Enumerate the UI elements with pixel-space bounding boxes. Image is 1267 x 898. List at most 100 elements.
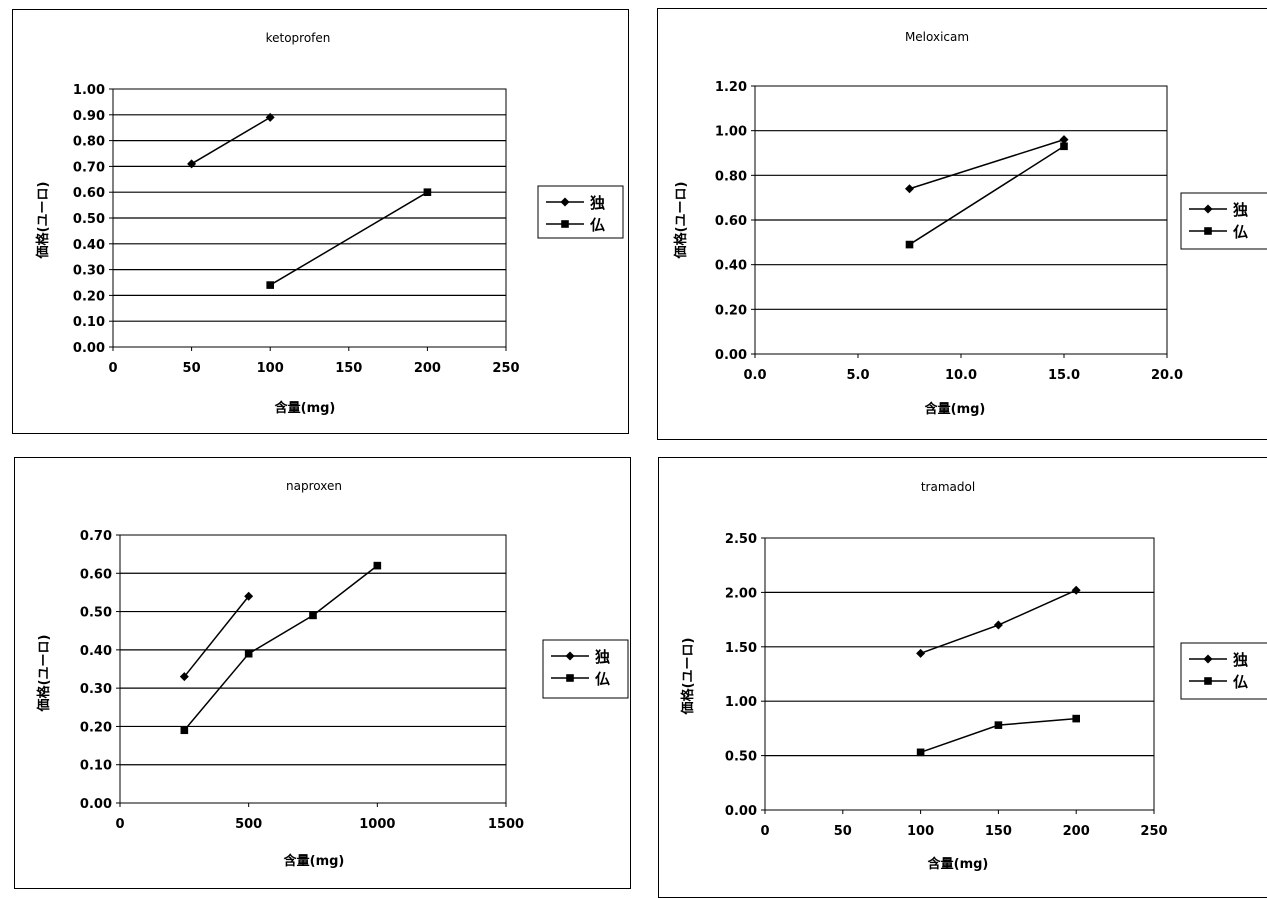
meloxicam-data-point bbox=[1059, 135, 1069, 145]
meloxicam-x-tick-label: 20.0 bbox=[1151, 368, 1183, 383]
tramadol-y-tick-label: 0.50 bbox=[725, 750, 757, 765]
meloxicam-chart-title: Meloxicam bbox=[905, 30, 969, 44]
tramadol-y-tick-label: 0.00 bbox=[725, 804, 757, 819]
naproxen-y-tick-label: 0.40 bbox=[80, 644, 112, 659]
naproxen-data-point bbox=[180, 726, 189, 735]
tramadol-legend-label: 仏 bbox=[1233, 673, 1248, 691]
ketoprofen-y-tick-label: 0.50 bbox=[73, 212, 105, 227]
tramadol-data-point bbox=[1071, 585, 1081, 595]
tramadol-data-point bbox=[994, 721, 1003, 729]
naproxen-y-tick-label: 0.50 bbox=[80, 606, 112, 621]
meloxicam-legend: 独仏 bbox=[1180, 192, 1267, 250]
naproxen-y-axis-label: 価格(ユーロ) bbox=[36, 635, 52, 713]
naproxen-series-line bbox=[183, 595, 250, 678]
ketoprofen-legend-marker bbox=[560, 197, 570, 207]
ketoprofen-series-line bbox=[191, 116, 271, 165]
naproxen-y-tick-label: 0.70 bbox=[80, 529, 112, 544]
meloxicam-series-line bbox=[909, 138, 1065, 190]
naproxen-legend-label: 独 bbox=[595, 648, 610, 666]
meloxicam-y-tick-label: 0.40 bbox=[715, 259, 747, 274]
tramadol-data-point bbox=[993, 620, 1003, 630]
tramadol-x-tick-label: 250 bbox=[1140, 824, 1167, 839]
tramadol-x-tick-label: 50 bbox=[834, 824, 852, 839]
tramadol-data-point bbox=[916, 648, 926, 658]
naproxen-x-tick-label: 500 bbox=[235, 817, 262, 832]
ketoprofen-x-tick-label: 250 bbox=[492, 361, 519, 376]
naproxen-x-tick-label: 1000 bbox=[359, 817, 395, 832]
ketoprofen-x-tick-label: 200 bbox=[414, 361, 441, 376]
ketoprofen-x-tick-label: 0 bbox=[108, 361, 117, 376]
naproxen-x-axis-label: 含量(mg) bbox=[283, 853, 345, 869]
ketoprofen-chart-title: ketoprofen bbox=[266, 31, 331, 45]
ketoprofen-legend: 独仏 bbox=[537, 185, 624, 239]
meloxicam-y-tick-label: 0.80 bbox=[715, 169, 747, 184]
naproxen-legend-marker bbox=[566, 674, 574, 682]
naproxen-legend-marker bbox=[565, 651, 575, 661]
naproxen-y-tick-label: 0.00 bbox=[80, 797, 112, 812]
meloxicam-data-point bbox=[1060, 142, 1068, 151]
naproxen-data-point bbox=[244, 649, 253, 658]
ketoprofen-x-tick-label: 50 bbox=[183, 361, 201, 376]
meloxicam-data-point bbox=[905, 240, 914, 249]
meloxicam-legend-box bbox=[1180, 192, 1267, 250]
ketoprofen-series-fr bbox=[266, 188, 432, 289]
ketoprofen-series-line bbox=[269, 191, 428, 286]
ketoprofen-y-tick-label: 0.90 bbox=[73, 109, 105, 124]
meloxicam-x-tick-label: 15.0 bbox=[1048, 368, 1080, 383]
naproxen-legend: 独仏 bbox=[542, 639, 629, 699]
ketoprofen-y-tick-label: 0.80 bbox=[73, 135, 105, 150]
ketoprofen-y-tick-label: 0.20 bbox=[73, 289, 105, 304]
meloxicam-x-axis-label: 含量(mg) bbox=[924, 401, 986, 417]
meloxicam-y-tick-label: 1.00 bbox=[715, 125, 747, 140]
ketoprofen-x-tick-label: 150 bbox=[335, 361, 362, 376]
naproxen-y-tick-label: 0.30 bbox=[80, 682, 112, 697]
meloxicam-series-line bbox=[909, 145, 1065, 246]
tramadol-chart-svg: tramadol 0.00 0.50 1.00 1.50 2.00 2.50 0 50 100 15… bbox=[680, 480, 1267, 872]
tramadol-legend-label: 独 bbox=[1233, 651, 1248, 669]
naproxen-data-point bbox=[244, 591, 254, 601]
naproxen-series-de bbox=[179, 591, 254, 682]
tramadol-chart-title: tramadol bbox=[921, 480, 975, 494]
meloxicam-legend-marker bbox=[1204, 227, 1212, 235]
tramadol-series-de bbox=[916, 585, 1081, 658]
tramadol-legend-marker bbox=[1204, 677, 1212, 685]
naproxen-y-tick-label: 0.10 bbox=[80, 759, 112, 774]
naproxen-data-point bbox=[373, 561, 382, 570]
meloxicam-series-de bbox=[905, 135, 1069, 194]
meloxicam-y-axis-label: 価格(ユーロ) bbox=[673, 182, 689, 260]
ketoprofen-chart-svg: ketoprofen 0.00 0.10 0.20 0.30 0.40 0.50 0.60 0.… bbox=[35, 31, 624, 416]
ketoprofen-x-axis-label: 含量(mg) bbox=[274, 400, 336, 416]
tramadol-series-fr bbox=[916, 714, 1080, 757]
chart-panel-naproxen: naproxen 0.00 0.10 0.20 0.30 0.40 0.50 0.60 0.70… bbox=[14, 457, 631, 889]
tramadol-data-point bbox=[916, 748, 925, 757]
tramadol-plot-area bbox=[764, 537, 1155, 811]
tramadol-y-tick-label: 2.00 bbox=[725, 586, 757, 601]
meloxicam-data-point bbox=[905, 184, 914, 194]
naproxen-y-tick-label: 0.60 bbox=[80, 567, 112, 582]
meloxicam-x-tick-label: 5.0 bbox=[846, 368, 869, 383]
ketoprofen-legend-label: 独 bbox=[590, 194, 605, 212]
tramadol-y-tick-label: 2.50 bbox=[725, 532, 757, 547]
naproxen-plot-area bbox=[119, 534, 507, 804]
tramadol-legend-marker bbox=[1203, 654, 1213, 664]
tramadol-x-tick-label: 100 bbox=[907, 824, 934, 839]
meloxicam-chart-svg: Meloxicam 0.00 0.20 0.40 0.60 0.80 1.00 1.20 0.0… bbox=[673, 30, 1267, 417]
chart-panel-tramadol: tramadol 0.00 0.50 1.00 1.50 2.00 2.50 0 50 100 15… bbox=[658, 457, 1267, 898]
ketoprofen-y-axis-label: 価格(ユーロ) bbox=[35, 182, 51, 260]
ketoprofen-series-de bbox=[187, 112, 275, 169]
naproxen-legend-label: 仏 bbox=[595, 670, 610, 688]
meloxicam-y-tick-label: 0.20 bbox=[715, 303, 747, 318]
naproxen-series-line bbox=[183, 565, 378, 731]
tramadol-y-tick-label: 1.00 bbox=[725, 695, 757, 710]
ketoprofen-y-tick-label: 0.30 bbox=[73, 264, 105, 279]
tramadol-x-tick-label: 0 bbox=[760, 824, 769, 839]
meloxicam-y-tick-label: 1.20 bbox=[715, 80, 747, 95]
tramadol-x-tick-label: 150 bbox=[985, 824, 1012, 839]
ketoprofen-y-tick-label: 1.00 bbox=[73, 83, 105, 98]
tramadol-legend-box bbox=[1180, 642, 1267, 700]
meloxicam-x-tick-label: 0.0 bbox=[743, 368, 766, 383]
naproxen-y-tick-label: 0.20 bbox=[80, 720, 112, 735]
naproxen-series-fr bbox=[180, 561, 382, 735]
ketoprofen-data-point bbox=[266, 281, 274, 289]
meloxicam-legend-label: 仏 bbox=[1233, 223, 1248, 241]
